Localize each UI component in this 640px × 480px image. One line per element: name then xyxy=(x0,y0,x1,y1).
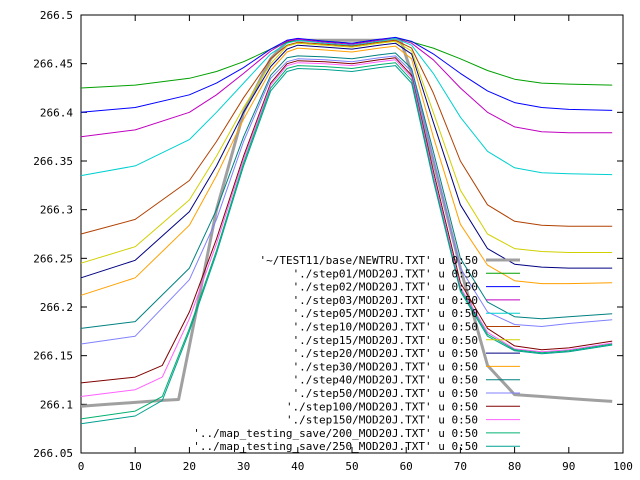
x-tick-label: 0 xyxy=(78,460,85,473)
series-line-10 xyxy=(80,55,613,345)
x-tick-label: 70 xyxy=(454,460,467,473)
legend-label: '~/TEST11/base/NEWTRU.TXT' u 0:50 xyxy=(259,254,478,267)
x-tick-label: 30 xyxy=(237,460,250,473)
y-tick-label: 266.2 xyxy=(40,301,73,314)
y-tick-label: 266.3 xyxy=(40,204,73,217)
series-line-5 xyxy=(80,39,613,235)
y-tick-label: 266.05 xyxy=(33,447,73,460)
legend-label: '../map_testing_save/200_MOD20J.TXT' u 0… xyxy=(193,427,478,440)
legend-label: './step40/MOD20J.TXT' u 0:50 xyxy=(293,374,478,387)
legend-label: './step01/MOD20J.TXT' u 0:50 xyxy=(293,267,478,280)
x-tick-label: 20 xyxy=(183,460,196,473)
legend-label: './step100/MOD20J.TXT' u 0:50 xyxy=(286,400,478,413)
legend-label: '../map_testing_save/250_MOD20J.TXT' u 0… xyxy=(193,440,478,453)
legend: '~/TEST11/base/NEWTRU.TXT' u 0:50'./step… xyxy=(193,254,520,453)
x-tick-label: 100 xyxy=(613,460,633,473)
legend-label: './step15/MOD20J.TXT' u 0:50 xyxy=(293,334,478,347)
series-line-2 xyxy=(80,36,613,113)
x-tick-label: 60 xyxy=(400,460,413,473)
legend-label: './step150/MOD20J.TXT' u 0:50 xyxy=(286,414,478,427)
y-tick-label: 266.35 xyxy=(33,155,73,168)
y-tick-label: 266.15 xyxy=(33,350,73,363)
legend-label: './step05/MOD20J.TXT' u 0:50 xyxy=(293,307,478,320)
series-line-14 xyxy=(80,65,613,425)
legend-label: './step20/MOD20J.TXT' u 0:50 xyxy=(293,347,478,360)
legend-label: './step03/MOD20J.TXT' u 0:50 xyxy=(293,294,478,307)
y-tick-label: 266.1 xyxy=(40,398,73,411)
y-tick-label: 266.25 xyxy=(33,252,73,265)
axis-ticks: 266.05 266.1 266.15 266.2 266.25 266.3 266.35 2… xyxy=(33,9,633,473)
series-line-4 xyxy=(80,37,613,177)
x-tick-label: 50 xyxy=(345,460,358,473)
series-line-13 xyxy=(80,62,613,420)
x-tick-label: 10 xyxy=(129,460,142,473)
series-line-9 xyxy=(80,52,613,329)
y-tick-label: 266.4 xyxy=(40,106,73,119)
legend-label: './step10/MOD20J.TXT' u 0:50 xyxy=(293,321,478,334)
series-line-3 xyxy=(80,37,613,138)
series-line-8 xyxy=(80,45,613,296)
series-line-0 xyxy=(80,38,613,408)
x-tick-label: 80 xyxy=(508,460,521,473)
x-tick-label: 40 xyxy=(291,460,304,473)
legend-label: './step02/MOD20J.TXT' u 0:50 xyxy=(293,281,478,294)
legend-label: './step30/MOD20J.TXT' u 0:50 xyxy=(293,360,478,373)
series-line-12 xyxy=(80,59,613,397)
x-tick-label: 90 xyxy=(562,460,575,473)
y-tick-label: 266.45 xyxy=(33,58,73,71)
series-line-6 xyxy=(80,40,613,264)
legend-label: './step50/MOD20J.TXT' u 0:50 xyxy=(293,387,478,400)
y-tick-label: 266.5 xyxy=(40,9,73,22)
series-line-7 xyxy=(80,42,613,279)
